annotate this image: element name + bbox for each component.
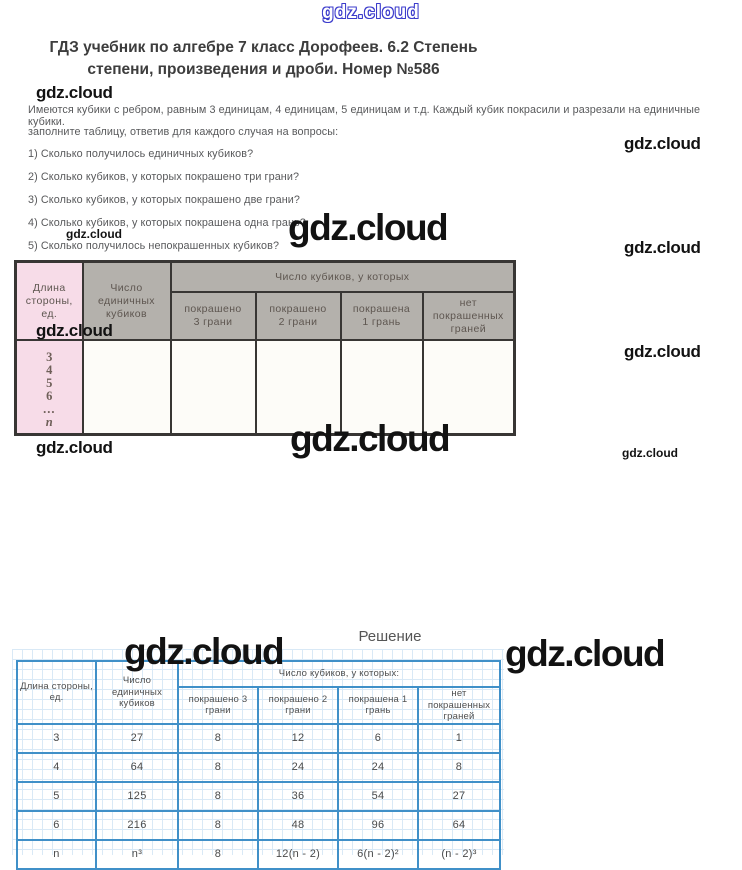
col-header-painted-3: покрашено 3 грани <box>169 291 257 341</box>
cell-side-length: 4 <box>16 751 97 783</box>
page-title-line2: степени, произведения и дроби. Номер №58… <box>87 61 440 78</box>
cell-painted-2: 24 <box>257 751 339 783</box>
cell-painted-0: (n - 2)³ <box>416 838 502 870</box>
length-value-n: n <box>45 414 53 429</box>
cell-painted-2: 48 <box>257 809 339 841</box>
empty-cell <box>81 339 172 435</box>
watermark: gdz.cloud <box>288 207 449 248</box>
question-3: 3) Сколько кубиков, у которых покрашено … <box>28 194 301 206</box>
cell-painted-1: 96 <box>337 809 419 841</box>
problem-table: Длина стороны, ед. Число единичных кубик… <box>14 260 517 436</box>
cell-painted-0: 8 <box>416 751 502 783</box>
sol-col-header-painted-2: покрашено 2 грани <box>257 686 339 725</box>
question-5: 5) Сколько получилось непокрашенных куби… <box>28 240 280 252</box>
problem-instruction: заполните таблицу, ответив для каждого с… <box>28 126 339 138</box>
watermark: gdz.cloud <box>36 438 113 457</box>
cell-painted-1: 6(n - 2)² <box>337 838 419 870</box>
watermark: gdz.cloud <box>624 134 701 153</box>
question-4: 4) Сколько кубиков, у которых покрашена … <box>28 217 306 229</box>
sol-col-header-side-length: Длина стороны, ед. <box>16 660 97 725</box>
table-row: 3 27 8 12 6 1 <box>16 722 502 754</box>
cell-side-length: n <box>16 838 97 870</box>
watermark: gdz.cloud <box>66 227 122 241</box>
cell-unit-cubes: 216 <box>95 809 179 841</box>
watermark: gdz.cloud <box>124 631 285 672</box>
col-header-side-length: Длина стороны, ед. <box>14 260 84 341</box>
cell-painted-2: 36 <box>257 780 339 812</box>
col-header-group: Число кубиков, у которых <box>169 260 516 293</box>
length-value: 5 <box>46 375 53 390</box>
watermark: gdz.cloud <box>624 238 701 257</box>
table-row: 5 125 8 36 54 27 <box>16 780 502 812</box>
empty-cell <box>339 339 424 435</box>
solution-heading: Решение <box>358 628 422 645</box>
length-value: 3 <box>46 349 53 364</box>
cell-side-length: 6 <box>16 809 97 841</box>
watermark: gdz.cloud <box>36 83 113 102</box>
watermark: gdz.cloud <box>624 342 701 361</box>
sol-col-header-unit-cubes: Число единичных кубиков <box>95 660 179 725</box>
cell-painted-3: 8 <box>177 809 259 841</box>
watermark: gdz.cloud <box>622 446 678 460</box>
empty-cell <box>421 339 516 435</box>
col-header-painted-2: покрашено 2 грани <box>254 291 342 341</box>
length-values-cell: 3 4 5 6 ... n <box>14 339 84 435</box>
cell-painted-0: 27 <box>416 780 502 812</box>
page-title-line1: ГДЗ учебник по алгебре 7 класс Дорофеев.… <box>49 39 478 56</box>
cell-painted-1: 54 <box>337 780 419 812</box>
question-2: 2) Сколько кубиков, у которых покрашено … <box>28 171 300 183</box>
watermark: gdz.cloud <box>290 418 451 459</box>
cell-painted-2: 12 <box>257 722 339 754</box>
length-value: 6 <box>46 388 53 403</box>
sol-col-header-painted-3: покрашено 3 грани <box>177 686 259 725</box>
table-row: 4 64 8 24 24 8 <box>16 751 502 783</box>
solution-table: Длина стороны, ед. Число единичных кубик… <box>16 660 502 870</box>
cell-painted-2: 12(n - 2) <box>257 838 339 870</box>
sol-col-header-painted-0: нет покрашенных граней <box>416 686 502 725</box>
cell-side-length: 3 <box>16 722 97 754</box>
col-header-painted-1: покрашена 1 грань <box>339 291 424 341</box>
solution-table-scan: Длина стороны, ед. Число единичных кубик… <box>12 649 504 870</box>
site-logo: gdz.cloud <box>322 2 420 23</box>
cell-painted-1: 6 <box>337 722 419 754</box>
question-1: 1) Сколько получилось единичных кубиков? <box>28 148 254 160</box>
watermark: gdz.cloud <box>505 633 666 674</box>
length-value: 4 <box>46 362 53 377</box>
table-row: 6 216 8 48 96 64 <box>16 809 502 841</box>
sol-col-header-group: Число кубиков, у которых: <box>176 660 502 688</box>
table-row: n n³ 8 12(n - 2) 6(n - 2)² (n - 2)³ <box>16 838 502 870</box>
watermark: gdz.cloud <box>36 321 113 340</box>
col-header-painted-0: нет покрашенных граней <box>421 291 516 341</box>
cell-side-length: 5 <box>16 780 97 812</box>
cell-unit-cubes: n³ <box>95 838 179 870</box>
cell-unit-cubes: 27 <box>95 722 179 754</box>
cell-unit-cubes: 64 <box>95 751 179 783</box>
cell-unit-cubes: 125 <box>95 780 179 812</box>
sol-col-header-painted-1: покрашена 1 грань <box>337 686 419 725</box>
cell-painted-1: 24 <box>337 751 419 783</box>
page-title: ГДЗ учебник по алгебре 7 класс Дорофеев.… <box>0 37 527 81</box>
cell-painted-3: 8 <box>177 780 259 812</box>
cell-painted-0: 1 <box>416 722 502 754</box>
problem-intro: Имеются кубики с ребром, равным 3 единиц… <box>28 104 701 128</box>
col-header-unit-cubes: Число единичных кубиков <box>81 260 172 341</box>
cell-painted-3: 8 <box>177 751 259 783</box>
empty-cell <box>254 339 342 435</box>
cell-painted-0: 64 <box>416 809 502 841</box>
empty-cell <box>169 339 257 435</box>
cell-painted-3: 8 <box>177 838 259 870</box>
cell-painted-3: 8 <box>177 722 259 754</box>
length-value-ellipsis: ... <box>43 401 56 416</box>
